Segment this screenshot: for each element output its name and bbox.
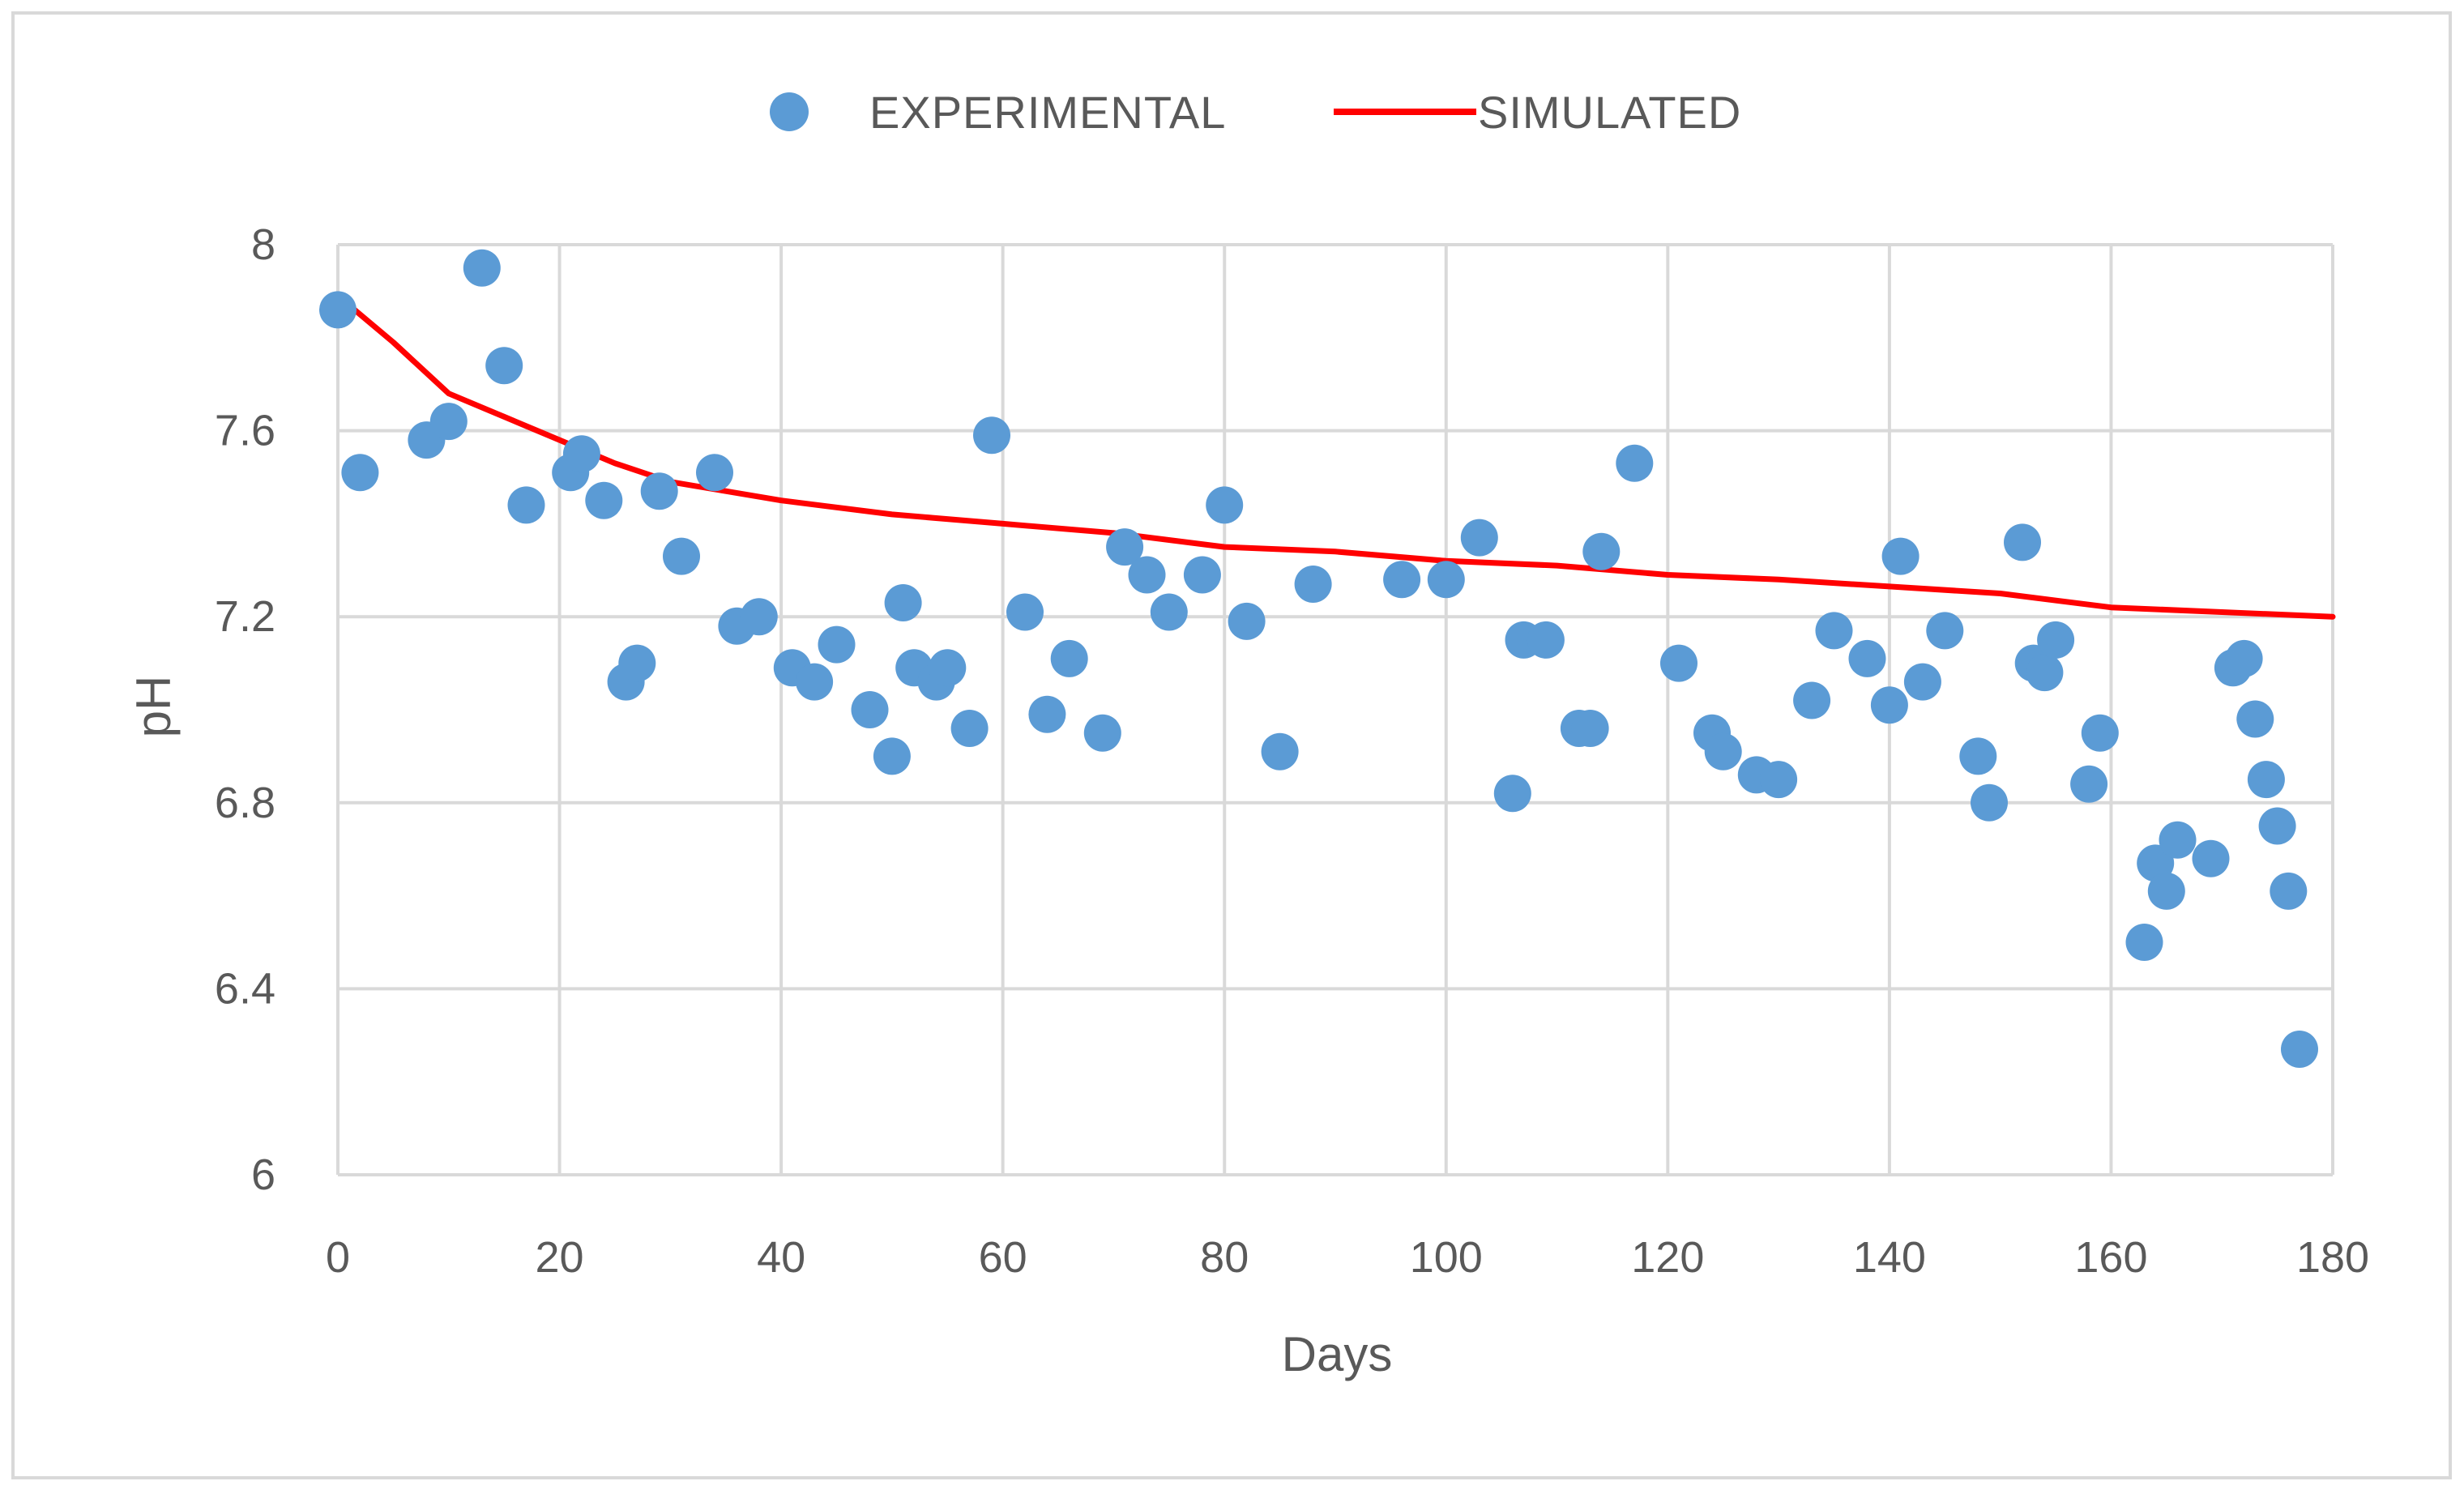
- experimental-point: [1294, 566, 1332, 603]
- x-tick-label: 140: [1853, 1233, 1926, 1282]
- x-axis-title: Days: [1282, 1327, 1393, 1381]
- experimental-point: [1493, 775, 1531, 813]
- experimental-point: [663, 537, 700, 575]
- experimental-point: [562, 435, 600, 473]
- experimental-point: [1150, 593, 1188, 631]
- experimental-point: [585, 481, 623, 519]
- experimental-point: [2081, 714, 2119, 752]
- y-tick-label: 6.4: [215, 964, 275, 1013]
- experimental-point: [851, 691, 889, 728]
- experimental-point: [2070, 765, 2108, 803]
- experimental-point: [1228, 602, 1266, 640]
- x-tick-label: 60: [979, 1233, 1027, 1282]
- simulated-series: [335, 292, 2336, 620]
- experimental-point: [1006, 593, 1044, 631]
- experimental-point: [1527, 621, 1565, 659]
- experimental-point: [1870, 686, 1908, 724]
- experimental-point: [873, 737, 911, 775]
- grid: [336, 243, 2334, 1176]
- experimental-point: [696, 454, 733, 492]
- x-tick-label: 100: [1410, 1233, 1483, 1282]
- y-tick-label: 6: [251, 1150, 275, 1199]
- experimental-point: [973, 416, 1010, 455]
- experimental-point: [950, 710, 989, 747]
- x-tick-label: 40: [757, 1233, 805, 1282]
- experimental-point: [463, 249, 501, 287]
- experimental-point: [2037, 621, 2075, 659]
- experimental-point: [818, 625, 856, 664]
- experimental-point: [2225, 639, 2263, 677]
- x-tick-label: 0: [326, 1233, 350, 1282]
- experimental-point: [2258, 807, 2296, 845]
- experimental-point: [1106, 528, 1144, 566]
- experimental-point: [507, 486, 545, 524]
- experimental-point: [2026, 654, 2064, 692]
- experimental-point: [1926, 612, 1964, 650]
- experimental-point: [1383, 561, 1421, 599]
- experimental-point: [1128, 556, 1166, 594]
- experimental-point: [640, 472, 678, 510]
- experimental-point: [2004, 523, 2041, 561]
- experimental-point: [1028, 695, 1066, 733]
- chart-frame: [11, 11, 2452, 1479]
- x-tick-label: 160: [2074, 1233, 2147, 1282]
- experimental-point: [1083, 714, 1121, 752]
- experimental-point: [1903, 663, 1941, 701]
- experimental-series: [319, 249, 2318, 1068]
- y-axis-title: pH: [126, 676, 181, 738]
- y-tick-label: 7.6: [215, 407, 275, 455]
- x-tick-label: 120: [1631, 1233, 1704, 1282]
- x-tick-label: 20: [536, 1233, 584, 1282]
- experimental-point: [1760, 761, 1798, 799]
- experimental-point: [429, 403, 468, 441]
- experimental-point: [2247, 761, 2285, 799]
- experimental-point: [2192, 839, 2230, 877]
- experimental-point: [1460, 519, 1498, 557]
- experimental-point: [2147, 872, 2185, 910]
- experimental-point: [2137, 844, 2175, 882]
- experimental-point: [341, 454, 379, 492]
- experimental-point: [1793, 681, 1831, 719]
- experimental-point: [929, 649, 967, 687]
- experimental-point: [1427, 561, 1465, 599]
- experimental-point: [740, 598, 778, 636]
- experimental-point: [1704, 732, 1742, 770]
- y-tick-label: 7.2: [215, 592, 275, 641]
- experimental-point: [1971, 783, 2008, 822]
- legend-label-experimental: EXPERIMENTAL: [869, 87, 1226, 138]
- experimental-point: [485, 347, 523, 385]
- experimental-point: [1582, 532, 1621, 570]
- experimental-point: [1183, 556, 1221, 594]
- simulated-line: [335, 292, 2336, 620]
- experimental-point: [618, 644, 656, 682]
- experimental-point: [1206, 486, 1244, 524]
- experimental-point: [1848, 639, 1886, 677]
- experimental-point: [1660, 644, 1697, 682]
- experimental-point: [1815, 612, 1853, 650]
- x-tick-label: 180: [2296, 1233, 2369, 1282]
- y-tick-label: 8: [251, 220, 275, 269]
- experimental-point: [2236, 700, 2274, 738]
- experimental-point: [796, 663, 834, 701]
- experimental-point: [2281, 1031, 2318, 1068]
- experimental-point: [2159, 821, 2197, 859]
- legend-label-simulated: SIMULATED: [1478, 87, 1741, 138]
- axes: 66.46.87.27.680 20 40 60 80 100 120 140 160 180: [215, 220, 2369, 1282]
- experimental-point: [1881, 537, 1920, 575]
- experimental-point: [1050, 639, 1088, 677]
- experimental-point: [1616, 444, 1654, 482]
- experimental-point: [1261, 732, 1299, 770]
- legend: EXPERIMENTAL SIMULATED: [770, 87, 1741, 138]
- experimental-point: [2125, 924, 2163, 961]
- legend-marker-experimental: [770, 92, 809, 131]
- y-tick-label: 6.8: [215, 779, 275, 827]
- experimental-point: [319, 291, 357, 329]
- experimental-point: [1959, 737, 1997, 775]
- x-tick-label: 80: [1200, 1233, 1249, 1282]
- experimental-point: [884, 584, 922, 621]
- experimental-point: [1571, 710, 1609, 747]
- experimental-point: [2270, 872, 2308, 910]
